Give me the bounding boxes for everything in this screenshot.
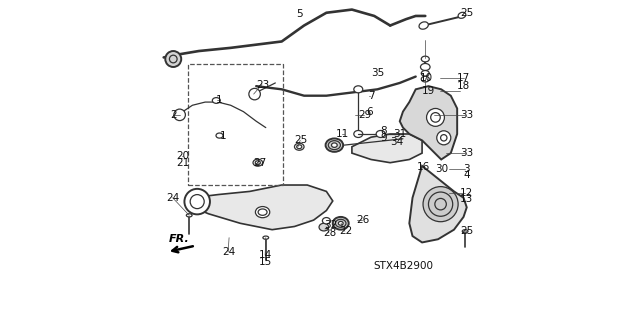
Text: 25: 25: [460, 226, 474, 236]
Text: 13: 13: [460, 194, 474, 204]
Text: 16: 16: [417, 162, 430, 173]
Ellipse shape: [255, 207, 269, 218]
Text: 30: 30: [435, 164, 448, 174]
Text: 24: 24: [166, 193, 180, 203]
Ellipse shape: [420, 63, 430, 70]
Text: 18: 18: [457, 81, 470, 91]
Text: FR.: FR.: [169, 234, 190, 244]
Text: 7: 7: [368, 91, 374, 101]
Ellipse shape: [253, 159, 262, 166]
Ellipse shape: [263, 236, 269, 239]
Ellipse shape: [462, 230, 468, 233]
Text: 31: 31: [393, 129, 406, 139]
Polygon shape: [186, 185, 333, 230]
Text: 12: 12: [460, 188, 474, 198]
Text: 20: 20: [176, 151, 189, 161]
Polygon shape: [352, 134, 422, 163]
Text: 2: 2: [170, 110, 177, 120]
Ellipse shape: [332, 143, 337, 147]
Text: 34: 34: [390, 137, 403, 147]
Text: 8: 8: [381, 126, 387, 136]
Circle shape: [249, 88, 260, 100]
Text: 3: 3: [463, 164, 470, 174]
Text: 15: 15: [259, 256, 273, 267]
Ellipse shape: [186, 214, 192, 217]
Text: 4: 4: [463, 170, 470, 181]
Ellipse shape: [216, 133, 223, 138]
Ellipse shape: [421, 76, 429, 82]
Text: 1: 1: [220, 130, 226, 141]
Circle shape: [426, 108, 444, 126]
Ellipse shape: [419, 22, 428, 29]
Text: 6: 6: [366, 107, 372, 117]
Text: 33: 33: [460, 148, 474, 158]
Text: 26: 26: [356, 215, 370, 225]
Text: 9: 9: [381, 133, 387, 143]
Text: 22: 22: [339, 226, 352, 236]
Text: 23: 23: [256, 79, 269, 90]
Text: 11: 11: [336, 129, 349, 139]
Text: 10: 10: [420, 73, 433, 83]
Ellipse shape: [354, 130, 363, 137]
Text: 35: 35: [371, 68, 384, 78]
Text: 28: 28: [323, 228, 336, 238]
Circle shape: [423, 187, 458, 222]
Text: 17: 17: [457, 73, 470, 83]
Text: STX4B2900: STX4B2900: [373, 261, 433, 271]
Ellipse shape: [294, 143, 304, 150]
Polygon shape: [400, 86, 457, 160]
Text: 1: 1: [216, 95, 223, 106]
Text: 29: 29: [358, 110, 371, 120]
Ellipse shape: [319, 223, 328, 231]
Circle shape: [174, 109, 186, 121]
Ellipse shape: [326, 138, 343, 152]
Polygon shape: [410, 166, 467, 242]
Ellipse shape: [212, 98, 220, 103]
Circle shape: [184, 189, 210, 214]
Ellipse shape: [421, 70, 429, 76]
Circle shape: [165, 51, 181, 67]
Ellipse shape: [323, 218, 330, 224]
Bar: [188, 64, 284, 185]
Text: 24: 24: [223, 247, 236, 257]
Ellipse shape: [354, 86, 363, 93]
Text: 27: 27: [253, 158, 266, 168]
Text: 32: 32: [324, 220, 338, 230]
Ellipse shape: [339, 221, 343, 225]
Ellipse shape: [376, 130, 385, 137]
Text: 25: 25: [460, 8, 474, 18]
Text: 5: 5: [296, 9, 303, 19]
Ellipse shape: [333, 217, 349, 230]
Ellipse shape: [421, 56, 429, 62]
Text: 21: 21: [176, 158, 189, 168]
Circle shape: [436, 131, 451, 145]
Text: 19: 19: [422, 86, 435, 96]
Ellipse shape: [458, 12, 466, 18]
Text: 25: 25: [294, 135, 307, 145]
Text: 33: 33: [460, 110, 474, 120]
Text: 14: 14: [259, 250, 273, 260]
